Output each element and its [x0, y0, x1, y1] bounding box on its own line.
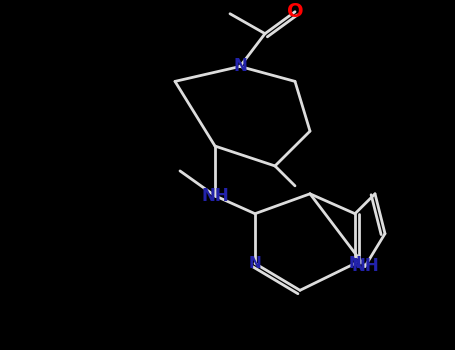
Text: N: N: [349, 256, 361, 271]
Text: O: O: [287, 2, 303, 21]
Text: N: N: [233, 57, 247, 76]
Text: NH: NH: [201, 187, 229, 205]
Text: NH: NH: [351, 258, 379, 275]
Text: N: N: [248, 256, 261, 271]
